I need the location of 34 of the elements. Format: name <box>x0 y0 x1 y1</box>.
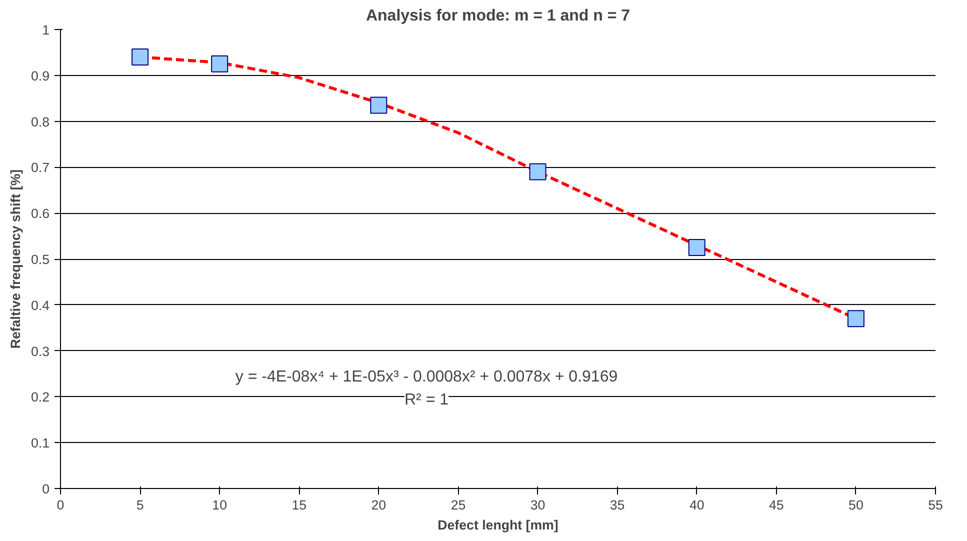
annotation: R² = 1 <box>404 392 449 408</box>
y-tick-label: 0.2 <box>30 390 50 405</box>
x-tick-label: 15 <box>292 498 307 512</box>
y-tick-label: 0.8 <box>30 114 50 130</box>
point <box>847 310 864 328</box>
x-tick-label: 30 <box>530 498 546 512</box>
annotation: y = -4E-08x⁴ + 1E-05x³ - 0.0008x² + 0.0078x + 0.9169 <box>235 368 618 386</box>
y-tick-label: 0.1 <box>30 436 50 451</box>
y-tick-label: 0 <box>42 482 50 496</box>
y-tick-label: 0.9 <box>30 68 50 84</box>
y-tick-label: 0.4 <box>30 298 50 313</box>
x-tick-label: 45 <box>768 498 784 512</box>
y-tick-label: 1 <box>42 22 50 38</box>
x-tick-label: 35 <box>610 498 625 512</box>
point <box>529 163 546 180</box>
point <box>688 239 706 256</box>
y-tick-label: 0.6 <box>30 206 50 222</box>
x-tick-label: 50 <box>848 498 864 512</box>
x-tick-label: 0 <box>56 498 64 512</box>
y-tick-label: 0.7 <box>30 160 50 176</box>
y-tick-label: 0.5 <box>30 252 50 267</box>
point <box>211 55 228 72</box>
x-tick-label: 25 <box>450 498 466 512</box>
point <box>370 96 388 114</box>
x-tick-label: 20 <box>371 498 386 512</box>
chart-title: Analysis for mode: m = 1 and n = 7 <box>366 8 630 24</box>
x-axis-title: Defect lenght [mm] <box>438 518 558 532</box>
y-tick-label: 0.3 <box>30 344 50 359</box>
y-axis-title: Refaltive frequency shift [%] <box>8 169 23 349</box>
x-tick-label: 5 <box>136 498 144 512</box>
x-tick-label: 40 <box>689 498 704 512</box>
x-tick-label: 55 <box>928 498 943 512</box>
point <box>132 48 149 66</box>
x-tick-label: 10 <box>212 498 228 512</box>
